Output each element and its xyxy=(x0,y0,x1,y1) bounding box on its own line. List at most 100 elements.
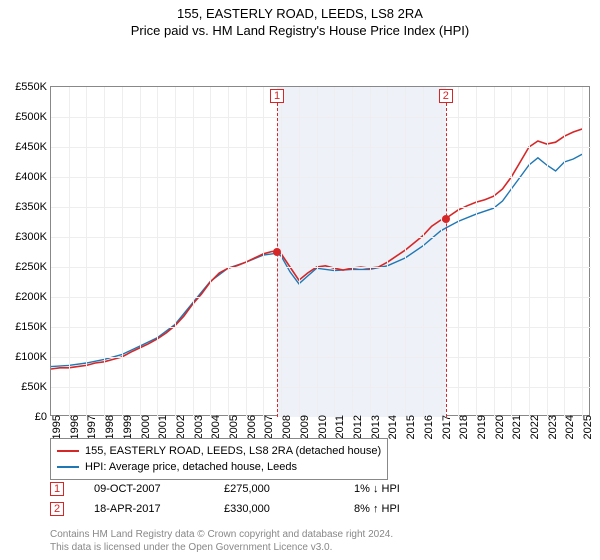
footer-text: Contains HM Land Registry data © Crown c… xyxy=(50,528,393,554)
x-tick-label: 2020 xyxy=(490,415,506,439)
sale-marker-box: 2 xyxy=(439,89,453,103)
x-tick-label: 2010 xyxy=(313,415,329,439)
x-tick-label: 2012 xyxy=(348,415,364,439)
footer-line: This data is licensed under the Open Gov… xyxy=(50,541,393,554)
x-tick-label: 1998 xyxy=(100,415,116,439)
grid-line xyxy=(511,87,512,417)
grid-line xyxy=(51,267,591,268)
sale-marker-badge: 2 xyxy=(50,502,64,516)
x-tick-label: 2005 xyxy=(224,415,240,439)
y-tick-label: £100K xyxy=(15,351,51,363)
x-tick-label: 2009 xyxy=(295,415,311,439)
x-tick-label: 2011 xyxy=(330,415,346,439)
legend-label: HPI: Average price, detached house, Leed… xyxy=(85,461,297,473)
legend-item: HPI: Average price, detached house, Leed… xyxy=(57,459,381,475)
x-tick-label: 2022 xyxy=(525,415,541,439)
x-tick-label: 2017 xyxy=(437,415,453,439)
grid-line xyxy=(69,87,70,417)
sale-vline xyxy=(277,103,278,417)
chart-container: 155, EASTERLY ROAD, LEEDS, LS8 2RA Price… xyxy=(0,0,600,560)
grid-line xyxy=(51,177,591,178)
x-tick-label: 2015 xyxy=(401,415,417,439)
grid-line xyxy=(122,87,123,417)
legend-item: 155, EASTERLY ROAD, LEEDS, LS8 2RA (deta… xyxy=(57,443,381,459)
x-tick-label: 2003 xyxy=(189,415,205,439)
x-tick-label: 2013 xyxy=(366,415,382,439)
grid-line xyxy=(51,207,591,208)
x-tick-label: 2021 xyxy=(507,415,523,439)
sale-date: 18-APR-2017 xyxy=(94,503,194,515)
grid-line xyxy=(317,87,318,417)
grid-line xyxy=(387,87,388,417)
chart-area: £0£50K£100K£150K£200K£250K£300K£350K£400… xyxy=(0,42,600,432)
y-tick-label: £150K xyxy=(15,321,51,333)
x-tick-label: 1997 xyxy=(82,415,98,439)
x-tick-label: 1999 xyxy=(118,415,134,439)
x-tick-label: 2002 xyxy=(171,415,187,439)
x-tick-label: 2016 xyxy=(419,415,435,439)
y-tick-label: £550K xyxy=(15,81,51,93)
grid-line xyxy=(140,87,141,417)
grid-line xyxy=(246,87,247,417)
x-tick-label: 2014 xyxy=(383,415,399,439)
y-tick-label: £450K xyxy=(15,141,51,153)
y-tick-label: £350K xyxy=(15,201,51,213)
grid-line xyxy=(423,87,424,417)
chart-title: 155, EASTERLY ROAD, LEEDS, LS8 2RA xyxy=(0,0,600,21)
chart-subtitle: Price paid vs. HM Land Registry's House … xyxy=(0,21,600,42)
grid-line xyxy=(458,87,459,417)
grid-line xyxy=(193,87,194,417)
x-tick-label: 2008 xyxy=(277,415,293,439)
sale-delta: 1% ↓ HPI xyxy=(354,483,454,495)
grid-line xyxy=(263,87,264,417)
grid-line xyxy=(299,87,300,417)
y-tick-label: £200K xyxy=(15,291,51,303)
grid-line xyxy=(547,87,548,417)
legend-box: 155, EASTERLY ROAD, LEEDS, LS8 2RA (deta… xyxy=(50,438,388,480)
grid-line xyxy=(529,87,530,417)
x-tick-label: 2024 xyxy=(560,415,576,439)
grid-line xyxy=(582,87,583,417)
plot-area: £0£50K£100K£150K£200K£250K£300K£350K£400… xyxy=(50,86,590,416)
grid-line xyxy=(86,87,87,417)
sale-marker-box: 1 xyxy=(270,89,284,103)
grid-line xyxy=(281,87,282,417)
footer-line: Contains HM Land Registry data © Crown c… xyxy=(50,528,393,541)
grid-line xyxy=(228,87,229,417)
sale-price: £330,000 xyxy=(224,503,324,515)
x-tick-label: 2001 xyxy=(153,415,169,439)
legend-swatch xyxy=(57,450,79,452)
grid-line xyxy=(51,147,591,148)
grid-line xyxy=(51,387,591,388)
grid-line xyxy=(104,87,105,417)
x-tick-label: 2025 xyxy=(578,415,594,439)
sale-delta: 8% ↑ HPI xyxy=(354,503,454,515)
y-tick-label: £400K xyxy=(15,171,51,183)
grid-line xyxy=(157,87,158,417)
y-tick-label: £250K xyxy=(15,261,51,273)
x-tick-label: 2007 xyxy=(259,415,275,439)
grid-line xyxy=(564,87,565,417)
line-series-svg xyxy=(51,87,591,417)
x-tick-label: 2004 xyxy=(206,415,222,439)
grid-line xyxy=(51,297,591,298)
sale-price: £275,000 xyxy=(224,483,324,495)
grid-line xyxy=(476,87,477,417)
y-tick-label: £500K xyxy=(15,111,51,123)
grid-line xyxy=(175,87,176,417)
x-tick-label: 1995 xyxy=(47,415,63,439)
sale-vline xyxy=(446,103,447,417)
sale-dot xyxy=(273,248,281,256)
sale-marker-badge: 1 xyxy=(50,482,64,496)
x-tick-label: 2006 xyxy=(242,415,258,439)
grid-line xyxy=(51,327,591,328)
x-tick-label: 1996 xyxy=(65,415,81,439)
sale-date: 09-OCT-2007 xyxy=(94,483,194,495)
grid-line xyxy=(51,237,591,238)
grid-line xyxy=(334,87,335,417)
x-tick-label: 2000 xyxy=(136,415,152,439)
x-tick-label: 2019 xyxy=(472,415,488,439)
grid-line xyxy=(494,87,495,417)
grid-line xyxy=(51,117,591,118)
sale-dot xyxy=(442,215,450,223)
